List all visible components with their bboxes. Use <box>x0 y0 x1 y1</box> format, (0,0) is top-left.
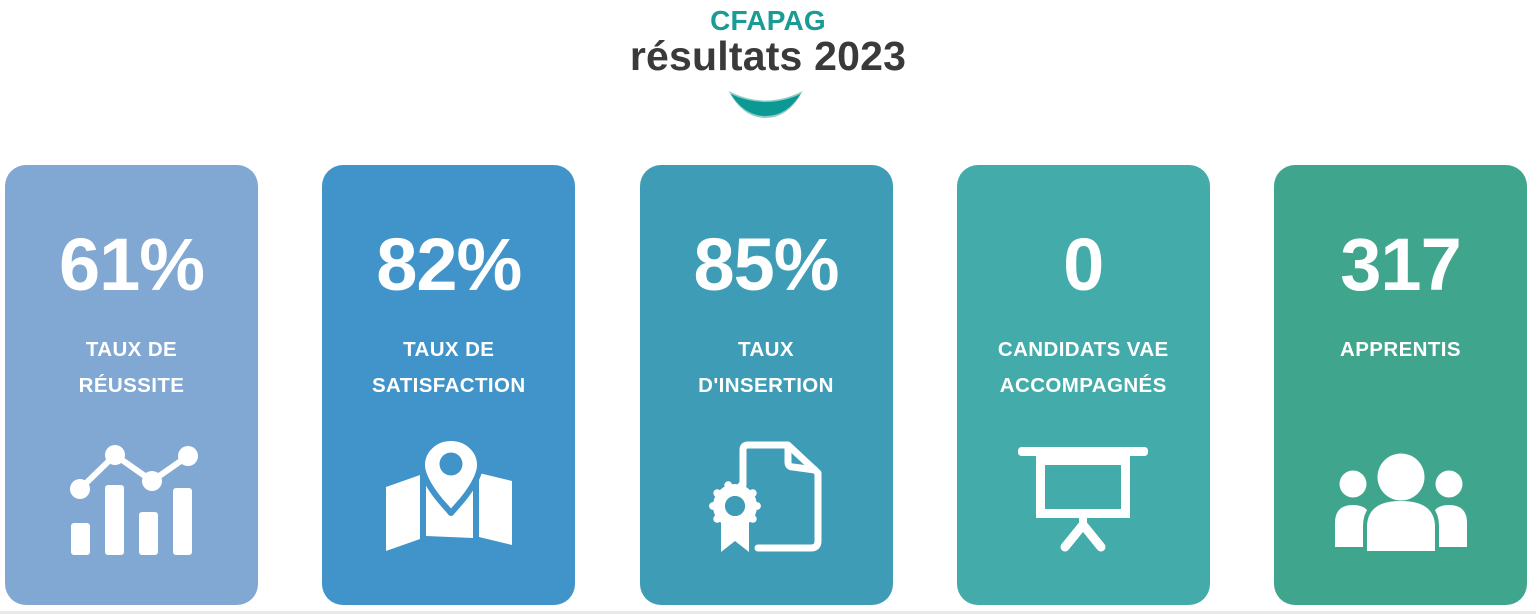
brand-name: CFAPAG <box>710 5 826 36</box>
stat-value: 85% <box>693 223 839 306</box>
stat-label: APPRENTIS <box>1340 338 1461 361</box>
stat-card-apprentis: 317 APPRENTIS <box>1274 165 1527 605</box>
stat-value: 82% <box>376 223 522 306</box>
certificate-icon <box>640 425 893 555</box>
stat-card-taux-de-reussite: 61% TAUX DE RÉUSSITE <box>5 165 258 605</box>
header: CFAPAG résultats 2023 <box>0 0 1536 77</box>
stat-value: 0 <box>1063 223 1104 306</box>
stat-label: TAUX D'INSERTION <box>698 338 834 397</box>
stat-card-candidats-vae: 0 CANDIDATS VAE ACCOMPAGNÉS <box>956 165 1210 605</box>
stat-card-taux-d-insertion: 85% TAUX D'INSERTION <box>639 165 893 605</box>
stat-label: TAUX DE RÉUSSITE <box>78 338 185 397</box>
presentation-board-icon <box>957 425 1210 555</box>
stat-label: CANDIDATS VAE ACCOMPAGNÉS <box>997 338 1169 397</box>
map-marker-icon <box>322 425 575 555</box>
stat-value: 317 <box>1340 223 1461 306</box>
page-title: résultats 2023 <box>629 33 907 79</box>
stat-cards-row: 61% TAUX DE RÉUSSITE <box>5 165 1527 605</box>
section-divider <box>0 611 1536 614</box>
bar-chart-line-icon <box>5 425 258 555</box>
stat-card-taux-de-satisfaction: 82% TAUX DE SATISFACTION <box>322 165 576 605</box>
stat-value: 61% <box>58 223 205 306</box>
people-group-icon <box>1274 425 1527 555</box>
stat-label: TAUX DE SATISFACTION <box>371 338 526 397</box>
title-underline-swoosh-icon <box>727 91 805 119</box>
